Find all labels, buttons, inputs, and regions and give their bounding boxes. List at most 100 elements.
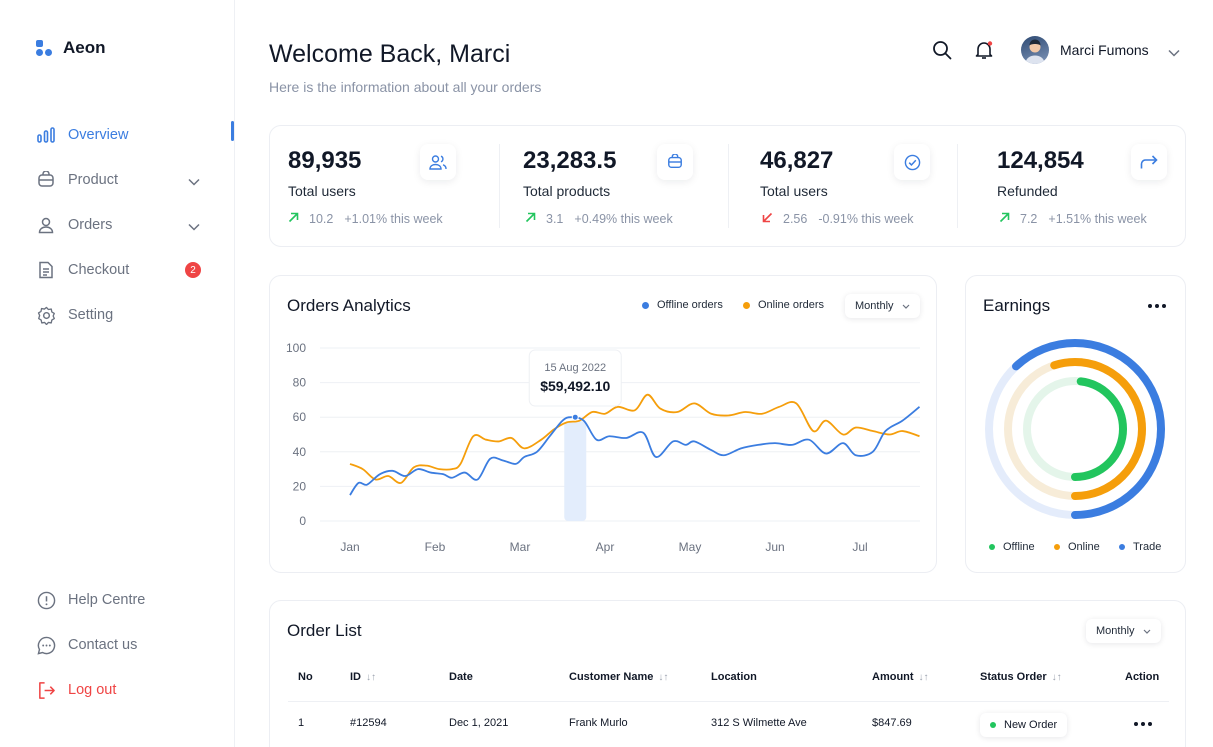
stat-value: 124,854 (997, 147, 1084, 174)
stat-value: 89,935 (288, 147, 362, 174)
legend-label: Offline orders (657, 299, 723, 311)
stat-total-users-2: 46,827 Total users 2.56 -0.91% this week (728, 126, 957, 246)
trend-up-icon (999, 212, 1010, 226)
stat-trend: 3.1 +0.49% this week (525, 212, 673, 226)
column-header-amount[interactable]: Amount ↓↑ (872, 671, 929, 683)
column-header-location: Location (711, 671, 757, 683)
stat-delta: 3.1 (546, 212, 564, 226)
bell-icon[interactable] (973, 39, 995, 61)
app-logo[interactable]: Aeon (36, 38, 106, 58)
sidebar-item-product[interactable]: Product (36, 167, 202, 193)
period-dropdown[interactable]: Monthly (1086, 619, 1161, 643)
sidebar-item-contact-us[interactable]: Contact us (36, 632, 202, 658)
column-header-no: No (298, 671, 313, 683)
order-list-card: Order List Monthly No ID ↓↑ Date Customer… (269, 600, 1186, 747)
y-tick-label: 100 (286, 341, 306, 355)
checkout-count-badge: 2 (185, 262, 201, 278)
x-tick-label: Jan (340, 540, 359, 554)
legend-online: Online (1054, 541, 1100, 553)
gear-icon (36, 305, 56, 325)
card-title: Earnings (983, 296, 1051, 315)
box-icon[interactable] (657, 144, 693, 180)
legend-dot (1119, 544, 1125, 550)
x-tick-label: May (679, 540, 702, 554)
highlight-point (571, 413, 579, 421)
search-icon[interactable] (931, 39, 953, 61)
x-tick-label: Jul (852, 540, 867, 554)
earnings-radial-chart (985, 339, 1165, 519)
stat-total-products: 23,283.5 Total products 3.1 +0.49% this … (499, 126, 728, 246)
stat-trend: 2.56 -0.91% this week (762, 212, 914, 226)
sort-icon: ↓↑ (918, 671, 929, 683)
legend-offline: Offline orders (642, 299, 723, 311)
tooltip-value: $59,492.10 (540, 378, 610, 394)
stat-label: Refunded (997, 183, 1058, 199)
sidebar-item-label: Checkout (68, 262, 130, 278)
row-actions-icon[interactable] (1134, 722, 1152, 726)
ring-offline (1023, 377, 1127, 481)
legend-label: Online orders (758, 299, 825, 311)
sort-icon: ↓↑ (366, 671, 376, 683)
ring-trade (985, 339, 1165, 519)
x-tick-label: Feb (425, 540, 446, 554)
sidebar-item-orders[interactable]: Orders (36, 212, 202, 238)
stats-card: 89,935 Total users 10.2 +1.01% this week… (269, 125, 1186, 247)
column-header-status[interactable]: Status Order ↓↑ (980, 671, 1062, 683)
sidebar-item-label: Log out (68, 682, 117, 698)
stat-week: +1.01% this week (344, 212, 443, 226)
stat-trend: 10.2 +1.01% this week (288, 212, 443, 226)
column-header-customer[interactable]: Customer Name ↓↑ (569, 671, 669, 683)
active-indicator (231, 121, 234, 141)
sidebar-item-label: Setting (68, 307, 114, 323)
more-options-icon[interactable] (1148, 304, 1166, 308)
stat-value: 46,827 (760, 147, 834, 174)
cell-customer: Frank Murlo (569, 717, 628, 729)
sidebar-item-label: Orders (68, 217, 113, 233)
stat-value: 23,283.5 (523, 147, 617, 174)
stat-delta: 10.2 (309, 212, 334, 226)
user-name[interactable]: Marci Fumons (1060, 42, 1149, 58)
cell-location: 312 S Wilmette Ave (711, 717, 807, 729)
sidebar-item-overview[interactable]: Overview (36, 122, 202, 148)
legend-dot (989, 544, 995, 550)
stat-label: Total users (288, 183, 356, 199)
sidebar-item-label: Overview (68, 127, 129, 143)
chevron-down-icon[interactable] (1168, 44, 1180, 62)
stat-delta: 7.2 (1020, 212, 1038, 226)
legend-dot (642, 301, 649, 309)
series-line-online-orders (349, 393, 920, 484)
user-icon (36, 215, 56, 235)
dropdown-value: Monthly (1096, 625, 1135, 637)
x-tick-label: Jun (765, 540, 784, 554)
legend-label: Offline (1003, 541, 1035, 553)
stat-total-users: 89,935 Total users 10.2 +1.01% this week (270, 126, 499, 246)
share-arrow-icon[interactable] (1131, 144, 1167, 180)
box-icon (36, 170, 56, 190)
check-circle-icon[interactable] (894, 144, 930, 180)
y-tick-label: 60 (293, 410, 307, 424)
logo-icon (36, 39, 53, 57)
sidebar-item-help-centre[interactable]: Help Centre (36, 587, 202, 613)
y-tick-label: 0 (299, 514, 306, 528)
card-title: Orders Analytics (287, 296, 411, 315)
users-icon[interactable] (420, 144, 456, 180)
stat-delta: 2.56 (783, 212, 808, 226)
cell-id[interactable]: #12594 (350, 717, 387, 729)
x-tick-label: Mar (510, 540, 531, 554)
receipt-icon (36, 260, 56, 280)
chevron-down-icon[interactable] (188, 218, 200, 236)
stat-trend: 7.2 +1.51% this week (999, 212, 1147, 226)
status-label: New Order (1004, 719, 1058, 731)
column-header-id[interactable]: ID ↓↑ (350, 671, 376, 683)
sort-icon: ↓↑ (1051, 671, 1062, 683)
avatar[interactable] (1021, 36, 1049, 64)
tooltip (528, 349, 622, 407)
sidebar-item-setting[interactable]: Setting (36, 302, 202, 328)
card-title: Order List (287, 621, 362, 640)
cell-amount: $847.69 (872, 717, 912, 729)
y-tick-label: 40 (293, 445, 307, 459)
chevron-down-icon[interactable] (188, 173, 200, 191)
period-dropdown[interactable]: Monthly (845, 294, 920, 318)
sidebar-item-checkout[interactable]: Checkout 2 (36, 257, 202, 283)
logout-button[interactable]: Log out (36, 677, 202, 703)
